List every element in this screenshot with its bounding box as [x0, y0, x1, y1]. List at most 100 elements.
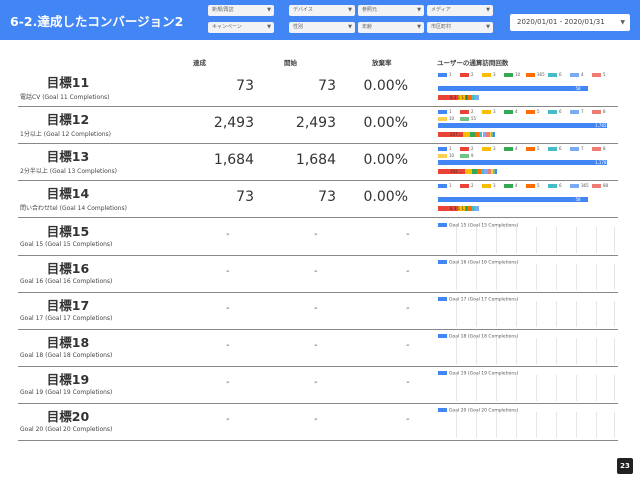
- filter-label: 市区町村: [431, 24, 452, 30]
- legend-item: Goal 16 (Goal 16 Completions): [438, 260, 518, 266]
- stacked-segment: [475, 95, 479, 100]
- legend-item: 5: [592, 71, 606, 78]
- legend-label: 8: [603, 146, 606, 151]
- bar-data-label: 58: [575, 86, 581, 91]
- filter-dropdown[interactable]: 年齢 ▼: [358, 22, 424, 33]
- legend-item: 8: [592, 108, 606, 115]
- legend-swatch: [438, 260, 447, 264]
- legend-item: 1: [438, 108, 452, 115]
- stacked-bar-label: 257 …: [450, 132, 463, 137]
- legend-item: 4: [504, 145, 518, 152]
- legend-swatch: [504, 184, 513, 188]
- goal-subtitle: Goal 20 (Goal 20 Completions): [20, 426, 113, 433]
- legend-item: 5: [526, 182, 540, 189]
- legend-item: 3: [482, 108, 496, 115]
- legend-label: 5: [603, 72, 606, 77]
- filter-dropdown[interactable]: 市区町村 ▼: [427, 22, 493, 33]
- legend-item: 3: [482, 145, 496, 152]
- chart-gridline: [456, 375, 457, 401]
- empty-value: -: [314, 229, 318, 240]
- legend-label: 6: [559, 183, 562, 188]
- filter-dropdown[interactable]: 性別 ▼: [289, 22, 355, 33]
- legend-label: 10: [449, 116, 455, 121]
- empty-value: -: [314, 266, 318, 277]
- chart-gridline: [496, 264, 497, 290]
- legend-label: 2: [471, 146, 474, 151]
- stacked-segment: [491, 132, 494, 137]
- goal-subtitle: 2分半以上 (Goal 13 Completions): [20, 168, 118, 175]
- filter-label: メディア: [431, 7, 451, 13]
- chart-gridline: [596, 301, 597, 327]
- legend-swatch: [570, 110, 579, 114]
- filter-dropdown[interactable]: メディア ▼: [427, 5, 493, 16]
- legend-swatch: [438, 371, 447, 375]
- filter-dropdown[interactable]: デバイス ▼: [289, 5, 355, 16]
- legend-label: 3: [493, 109, 496, 114]
- legend-item: 5: [526, 108, 540, 115]
- chart-gridline: [576, 338, 577, 364]
- goal-started-value: 73: [318, 78, 336, 94]
- chart-gridline: [556, 412, 557, 438]
- visit-count-mini-chart: 1 2 3 4 5 6 365 88 58 8 3 1 1: [436, 181, 618, 217]
- legend-swatch: [548, 147, 557, 151]
- chart-bar: [438, 123, 608, 128]
- legend-label: 4: [515, 109, 518, 114]
- goal-subtitle: Goal 16 (Goal 16 Completions): [20, 278, 113, 285]
- goal-achieved-value: 2,493: [213, 115, 254, 131]
- column-header-abandon-rate: 放棄率: [372, 59, 392, 67]
- legend-label: 4: [515, 146, 518, 151]
- stacked-segment: [438, 95, 458, 100]
- chevron-down-icon: ▼: [620, 19, 625, 26]
- date-range-picker[interactable]: 2020/01/01 - 2020/01/31 ▼: [510, 14, 630, 31]
- chart-bar: [438, 197, 588, 202]
- legend-label: Goal 19 (Goal 19 Completions): [449, 371, 519, 377]
- legend-label: 4: [515, 183, 518, 188]
- goal-row: 目標19 Goal 19 (Goal 19 Completions) - - - Goal…: [18, 367, 618, 404]
- empty-value: -: [314, 340, 318, 351]
- chevron-down-icon: ▼: [348, 24, 352, 30]
- legend-swatch: [438, 147, 447, 151]
- legend-item: 10: [438, 152, 454, 159]
- filter-dropdown[interactable]: キャンペーン ▼: [208, 22, 274, 33]
- stacked-segment: [484, 169, 488, 174]
- chevron-down-icon: ▼: [267, 24, 271, 30]
- legend-item: Goal 20 (Goal 20 Completions): [438, 408, 518, 414]
- chart-gridline: [614, 338, 615, 364]
- empty-value: -: [406, 303, 410, 314]
- goal-started-value: 73: [318, 189, 336, 205]
- filter-dropdown[interactable]: 新規/再訪 ▼: [208, 5, 274, 16]
- legend-swatch: [438, 117, 447, 121]
- goal-achieved-value: 73: [236, 78, 254, 94]
- page-title: 6-2.達成したコンバージョン2: [10, 14, 184, 29]
- goal-abandon-rate: 0.00%: [363, 115, 408, 131]
- goal-subtitle: Goal 15 (Goal 15 Completions): [20, 241, 113, 248]
- legend-label: 88: [603, 183, 609, 188]
- chart-gridline: [576, 301, 577, 327]
- legend-swatch: [460, 154, 469, 158]
- chart-gridline: [596, 338, 597, 364]
- goal-name: 目標20: [46, 409, 90, 424]
- legend-label: Goal 20 (Goal 20 Completions): [449, 408, 519, 414]
- legend-item: Goal 19 (Goal 19 Completions): [438, 371, 518, 377]
- legend-item: 6: [548, 108, 562, 115]
- legend-item: 6: [548, 182, 562, 189]
- legend-swatch: [460, 147, 469, 151]
- chart-bar: [438, 160, 608, 165]
- chart-gridline: [596, 227, 597, 253]
- goal-name: 目標18: [46, 335, 90, 350]
- stacked-segment: [475, 206, 479, 211]
- empty-value: -: [226, 340, 230, 351]
- goal-name: 目標11: [46, 75, 90, 90]
- legend-item: 2: [460, 108, 474, 115]
- filter-dropdown[interactable]: 参照元 ▼: [358, 5, 424, 16]
- legend-swatch: [526, 73, 535, 77]
- empty-value: -: [314, 377, 318, 388]
- goal-row: 目標16 Goal 16 (Goal 16 Completions) - - - Goal…: [18, 256, 618, 293]
- chart-gridline: [516, 375, 517, 401]
- legend-label: 3: [493, 146, 496, 151]
- stacked-bar-label: 192 …: [450, 169, 463, 174]
- legend-label: 6: [559, 109, 562, 114]
- chart-gridline: [516, 264, 517, 290]
- legend-label: 1: [449, 146, 452, 151]
- legend-label: 6: [559, 146, 562, 151]
